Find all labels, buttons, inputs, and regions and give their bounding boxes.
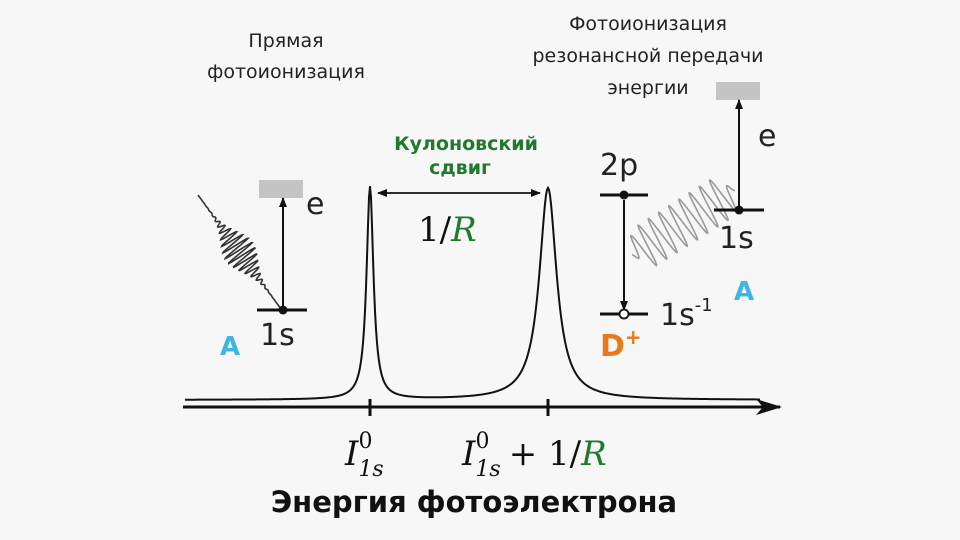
rpe-photoionization-label-3: энергии [607,77,688,99]
coulomb-shift-label-2: сдвиг [429,157,491,179]
level-1s-label-right: 1s [719,221,754,256]
atom-label-right: A [734,277,754,307]
continuum-left [259,180,303,198]
x-axis-title: Энергия фотоэлектрона [271,485,677,519]
rpe-photoionization-label-1: Фотоионизация [569,13,727,35]
electron-dot-left [278,305,288,315]
shift-value-label: 1/R [418,210,477,250]
spectrum-curve [185,185,761,401]
hole-dot [618,308,630,320]
photon-wavepacket [197,194,282,310]
rpe-photoionization-label-2: резонансной передачи [532,45,763,67]
tick-2-label: I0 1s + 1/R [461,429,607,482]
level-1s-minus-label: 1s-1 [660,295,713,333]
atom-label-left: A [220,332,240,362]
tick-1-label: I0 1s [344,429,384,482]
continuum-right [716,82,760,100]
electron-label-right: e [758,119,776,154]
direct-photoionization-label-2: фотоионизация [207,61,365,83]
electron-dot-right [734,205,744,215]
coulomb-shift-label-1: Кулоновский [394,133,538,155]
energy-transfer-wave [629,179,738,267]
level-2p-label: 2p [600,148,638,183]
electron-label-left: e [306,187,324,222]
donor-label: D+ [600,325,642,364]
level-1s-label-left: 1s [260,318,295,353]
direct-photoionization-label-1: Прямая [248,30,323,52]
electron-dot-2p [619,190,629,200]
